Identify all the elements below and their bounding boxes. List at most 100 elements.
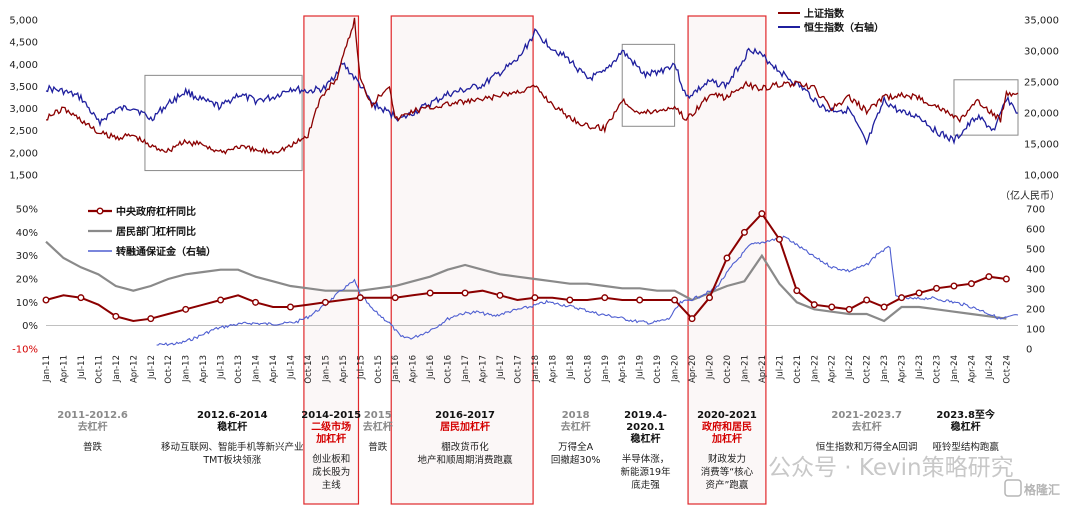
- central-gov-marker: [898, 294, 906, 302]
- annotation-period: 2019.4-: [624, 410, 667, 421]
- series-hangseng: [45, 28, 1019, 146]
- top-left-tick: 2,500: [9, 126, 38, 137]
- annotation-phase: 稳杠杆: [630, 432, 660, 445]
- annotation-period: 2023.8至今: [936, 408, 996, 421]
- x-tick-label: Apr-17: [479, 355, 489, 383]
- central-gov-marker: [531, 294, 539, 302]
- x-tick-label: Jul-21: [775, 355, 785, 380]
- central-gov-marker: [863, 296, 871, 304]
- central-gov-marker: [286, 303, 294, 311]
- annotation-period: 2018: [562, 410, 590, 421]
- top-grey-box-0: [144, 74, 303, 172]
- annotation-period: 2011-2012.6: [57, 410, 128, 421]
- bottom-leverage-panel: -10% 0% 10% 20% 30% 40% 50% 0 100 200 300 400 500 600…: [12, 189, 1060, 356]
- legend-label-bottom-2: 转融通保证金（右轴）: [116, 245, 216, 258]
- x-tick-label: Oct-19: [653, 355, 663, 384]
- central-gov-marker: [182, 305, 190, 313]
- central-gov-marker: [356, 294, 364, 302]
- x-tick-label: Jul-20: [706, 355, 716, 380]
- x-tick-label: Oct-16: [444, 355, 454, 384]
- x-tick-label: Apr-19: [618, 355, 628, 383]
- annotation-period: 2012.6-2014: [197, 410, 268, 421]
- watermark-text: 公众号 · Kevin策略研究: [768, 455, 1014, 481]
- x-tick-label: Jan-20: [671, 355, 681, 383]
- central-gov-marker: [967, 280, 975, 288]
- x-tick-label: Jan-18: [531, 355, 541, 383]
- annotation-phase: 去杠杆: [78, 420, 108, 433]
- x-tick-label: Apr-21: [758, 355, 768, 383]
- central-gov-marker: [775, 235, 783, 243]
- x-tick-label: Oct-24: [1002, 355, 1012, 384]
- bottom-right-tick: 600: [1026, 225, 1045, 236]
- central-gov-marker: [566, 296, 574, 304]
- top-left-tick: 2,000: [9, 148, 38, 159]
- central-gov-marker: [740, 228, 748, 236]
- x-tick-label: Oct-15: [374, 355, 384, 384]
- highlight-box-1: [390, 15, 534, 505]
- central-gov-marker: [601, 294, 609, 302]
- x-tick-label: Apr-22: [828, 355, 838, 383]
- x-tick-label: Jul-14: [287, 355, 297, 380]
- annotation-text: 移动互联网、智能手机等新兴产业: [161, 441, 304, 453]
- annotation-text: 棚改货币化: [441, 441, 489, 453]
- annotation-phase: 政府和居民: [702, 420, 752, 433]
- x-tick-label: Jul-22: [845, 355, 855, 380]
- top-right-tick: 10,000: [1024, 171, 1059, 182]
- bottom-left-tick: 40%: [16, 228, 38, 239]
- x-tick-label: Apr-14: [269, 355, 279, 383]
- x-tick-label: Jan-21: [740, 355, 750, 383]
- x-tick-label: Jan-24: [950, 355, 960, 383]
- annotation-phase: 二级市场: [311, 420, 351, 433]
- annotation-text: 哑铃型结构跑赢: [932, 441, 999, 453]
- central-gov-marker: [793, 287, 801, 295]
- top-index-panel: 1,500 2,000 2,500 3,000 3,500 4,000 4,500 5,000…: [9, 16, 1059, 182]
- central-gov-marker: [217, 296, 225, 304]
- top-left-tick: 4,000: [9, 60, 38, 71]
- x-tick-label: Jan-14: [252, 355, 262, 383]
- annotation-phase: 稳杠杆: [217, 420, 247, 433]
- x-axis: Jan-11 Apr-11 Jul-11 Oct-11 Jan-12 Apr-12 Jul-…: [42, 355, 1012, 384]
- x-tick-label: Jan-15: [321, 355, 331, 383]
- x-tick-label: Jan-16: [391, 355, 401, 383]
- x-tick-label: Jul-13: [217, 355, 227, 380]
- bottom-left-tick: 10%: [16, 298, 38, 309]
- central-gov-marker: [845, 305, 853, 313]
- legend-label-top-0: 上证指数: [804, 7, 845, 20]
- series-shanghai: [46, 17, 1019, 156]
- bottom-left-tick: 0%: [22, 321, 38, 332]
- central-gov-marker: [1002, 275, 1010, 283]
- top-grey-box-1: [621, 43, 676, 127]
- central-gov-marker: [42, 296, 50, 304]
- legend-label-bottom-0: 中央政府杠杆同比: [116, 205, 196, 218]
- central-gov-marker: [758, 210, 766, 218]
- x-tick-label: Jul-19: [636, 355, 646, 380]
- legend-label-bottom-1: 居民部门杠杆同比: [116, 225, 196, 238]
- x-tick-label: Oct-23: [933, 355, 943, 384]
- x-tick-label: Oct-12: [164, 355, 174, 384]
- central-gov-marker: [426, 289, 434, 297]
- x-tick-label: Jan-19: [601, 355, 611, 383]
- legend-label-top-1: 恒生指数（右轴）: [804, 21, 884, 34]
- x-tick-label: Jan-12: [112, 355, 122, 383]
- x-tick-label: Jan-11: [42, 355, 52, 383]
- annotation-phase: 去杠杆: [363, 420, 393, 433]
- annotation-text: 万得全A: [558, 441, 594, 453]
- annotation-phase: 去杠杆: [852, 420, 882, 433]
- central-gov-marker: [252, 298, 260, 306]
- annotation-period: 2020.1: [626, 422, 665, 433]
- x-tick-label: Apr-18: [548, 355, 558, 383]
- central-gov-marker: [950, 282, 958, 290]
- annotation-phase: 稳杠杆: [951, 420, 981, 433]
- watermark-badge-box: [1004, 479, 1022, 497]
- annotation-text: 创业板和: [312, 453, 350, 465]
- x-tick-label: Jan-13: [182, 355, 192, 383]
- annotation-text: 普跌: [83, 441, 103, 453]
- annotation-text: 回撤超30%: [551, 454, 601, 466]
- central-gov-marker: [723, 254, 731, 262]
- x-tick-label: Jul-17: [496, 355, 506, 380]
